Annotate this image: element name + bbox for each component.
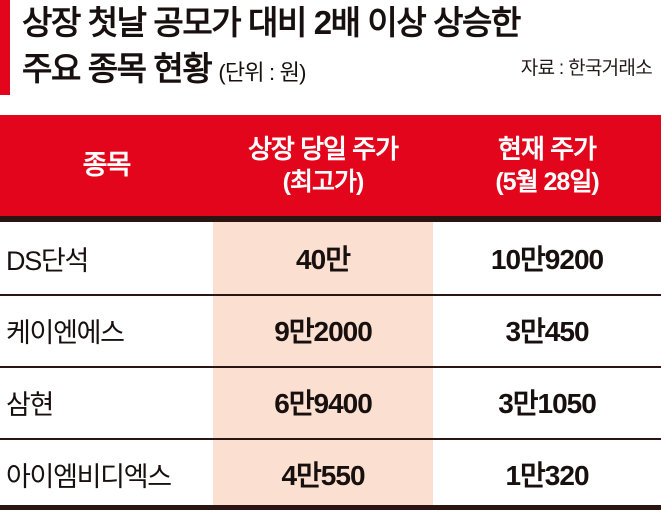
row-divider	[0, 438, 661, 440]
cell-current-price: 3만450	[505, 316, 589, 347]
title-block: 상장 첫날 공모가 대비 2배 이상 상승한 주요 종목 현황 (단위 : 원) …	[0, 0, 661, 112]
table-body: DS단석 40만 10만9200 케이엔에스 9만2000 3만450 삼현 6…	[0, 222, 661, 510]
headline-line-2-main: 주요 종목 현황	[22, 50, 213, 87]
cell-current-price: 3만1050	[498, 388, 597, 419]
column-header-name: 종목	[0, 115, 213, 216]
headline-line-1: 상장 첫날 공모가 대비 2배 이상 상승한	[22, 4, 521, 41]
cell-stock-name: 삼현	[6, 389, 54, 420]
source-note: 자료 : 한국거래소	[520, 58, 653, 79]
header-bottom-rule	[0, 216, 661, 222]
column-header-current-price-main: 현재 주가	[498, 133, 597, 164]
column-header-current-price: 현재 주가 (5월 28일)	[433, 115, 661, 216]
column-header-debut-price-sub: (최고가)	[282, 167, 365, 196]
table-header-row: 종목 상장 당일 주가 (최고가) 현재 주가 (5월 28일)	[0, 115, 661, 216]
cell-stock-name: 케이엔에스	[6, 317, 125, 348]
cell-debut-price: 9만2000	[274, 316, 373, 347]
column-header-debut-price: 상장 당일 주가 (최고가)	[213, 115, 433, 216]
cell-current-price: 10만9200	[490, 244, 604, 275]
unit-note: (단위 : 원)	[218, 60, 306, 85]
cell-stock-name: DS단석	[6, 245, 89, 276]
cell-stock-name: 아이엠비디엑스	[6, 461, 172, 492]
column-header-current-price-sub: (5월 28일)	[495, 167, 599, 196]
table-row: 아이엠비디엑스 4만550 1만320	[0, 438, 661, 510]
column-header-name-main: 종목	[82, 150, 132, 180]
row-divider	[0, 366, 661, 368]
cell-current-price: 1만320	[505, 460, 589, 491]
row-divider	[0, 294, 661, 296]
highlighted-column-background	[213, 216, 433, 505]
headline-line-2: 주요 종목 현황 (단위 : 원)	[22, 46, 652, 92]
cell-debut-price: 6만9400	[274, 388, 373, 419]
column-header-debut-price-main: 상장 당일 주가	[248, 133, 399, 164]
table-bottom-rule	[0, 505, 661, 510]
table-row: DS단석 40만 10만9200	[0, 222, 661, 294]
table-row: 케이엔에스 9만2000 3만450	[0, 294, 661, 366]
table-row: 삼현 6만9400 3만1050	[0, 366, 661, 438]
data-table: 종목 상장 당일 주가 (최고가) 현재 주가 (5월 28일) DS단석 40…	[0, 115, 661, 510]
red-accent-bar	[0, 0, 10, 95]
cell-debut-price: 4만550	[281, 460, 365, 491]
cell-debut-price: 40만	[296, 244, 351, 275]
